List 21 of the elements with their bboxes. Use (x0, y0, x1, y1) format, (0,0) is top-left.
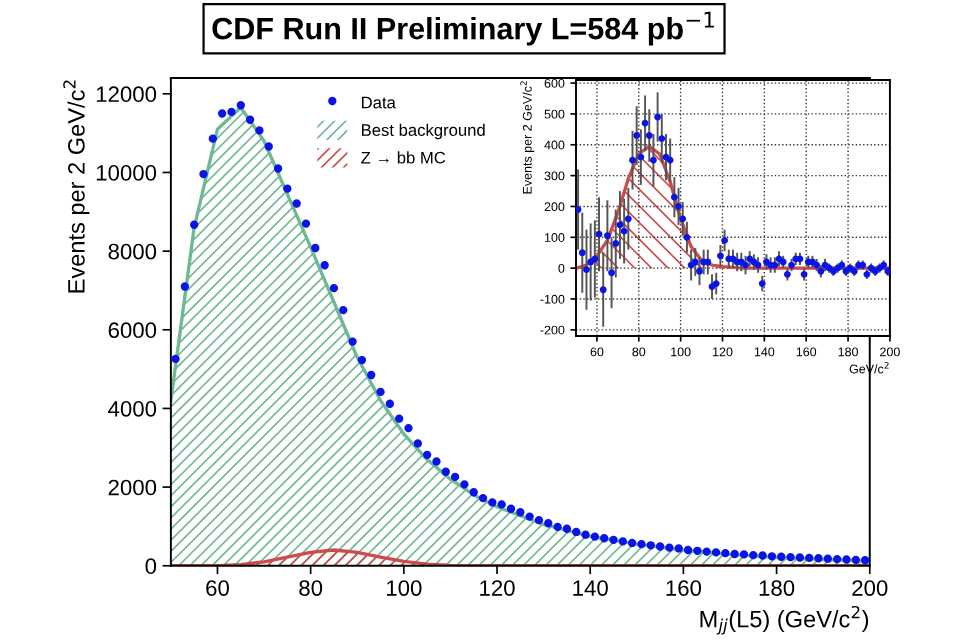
x-tick-label: 60 (206, 580, 229, 596)
legend-label: Best background (362, 123, 485, 140)
y-tick-label: 0 (145, 558, 157, 575)
legend-label: Data (362, 96, 396, 109)
y-tick-label: 4000 (108, 400, 157, 417)
x-tick-label: 80 (299, 580, 323, 596)
chart-title: CDF Run II Preliminary L=584 pb$^{−1}$ (212, 11, 714, 46)
x-tick-label: 140 (573, 580, 608, 596)
legend-label: Z → bb MC (361, 151, 446, 164)
y-tick-label: 8000 (108, 243, 157, 260)
x-tick-label: 180 (759, 580, 795, 596)
y-axis-title: Events per 2 GeV/c$^{2}$ (63, 80, 90, 293)
x-axis-title: M$_{jj}$(L5) (GeV/c$^{2}$) (700, 605, 869, 635)
y-tick-label: 12000 (96, 86, 157, 103)
y-tick-label: 2000 (108, 479, 157, 496)
x-tick-label: 160 (666, 580, 702, 596)
x-tick-label: 100 (387, 580, 422, 596)
y-tick-label: 6000 (108, 322, 157, 339)
x-tick-label: 120 (480, 580, 515, 596)
x-tick-label: 200 (852, 580, 888, 596)
y-tick-label: 10000 (96, 165, 157, 181)
